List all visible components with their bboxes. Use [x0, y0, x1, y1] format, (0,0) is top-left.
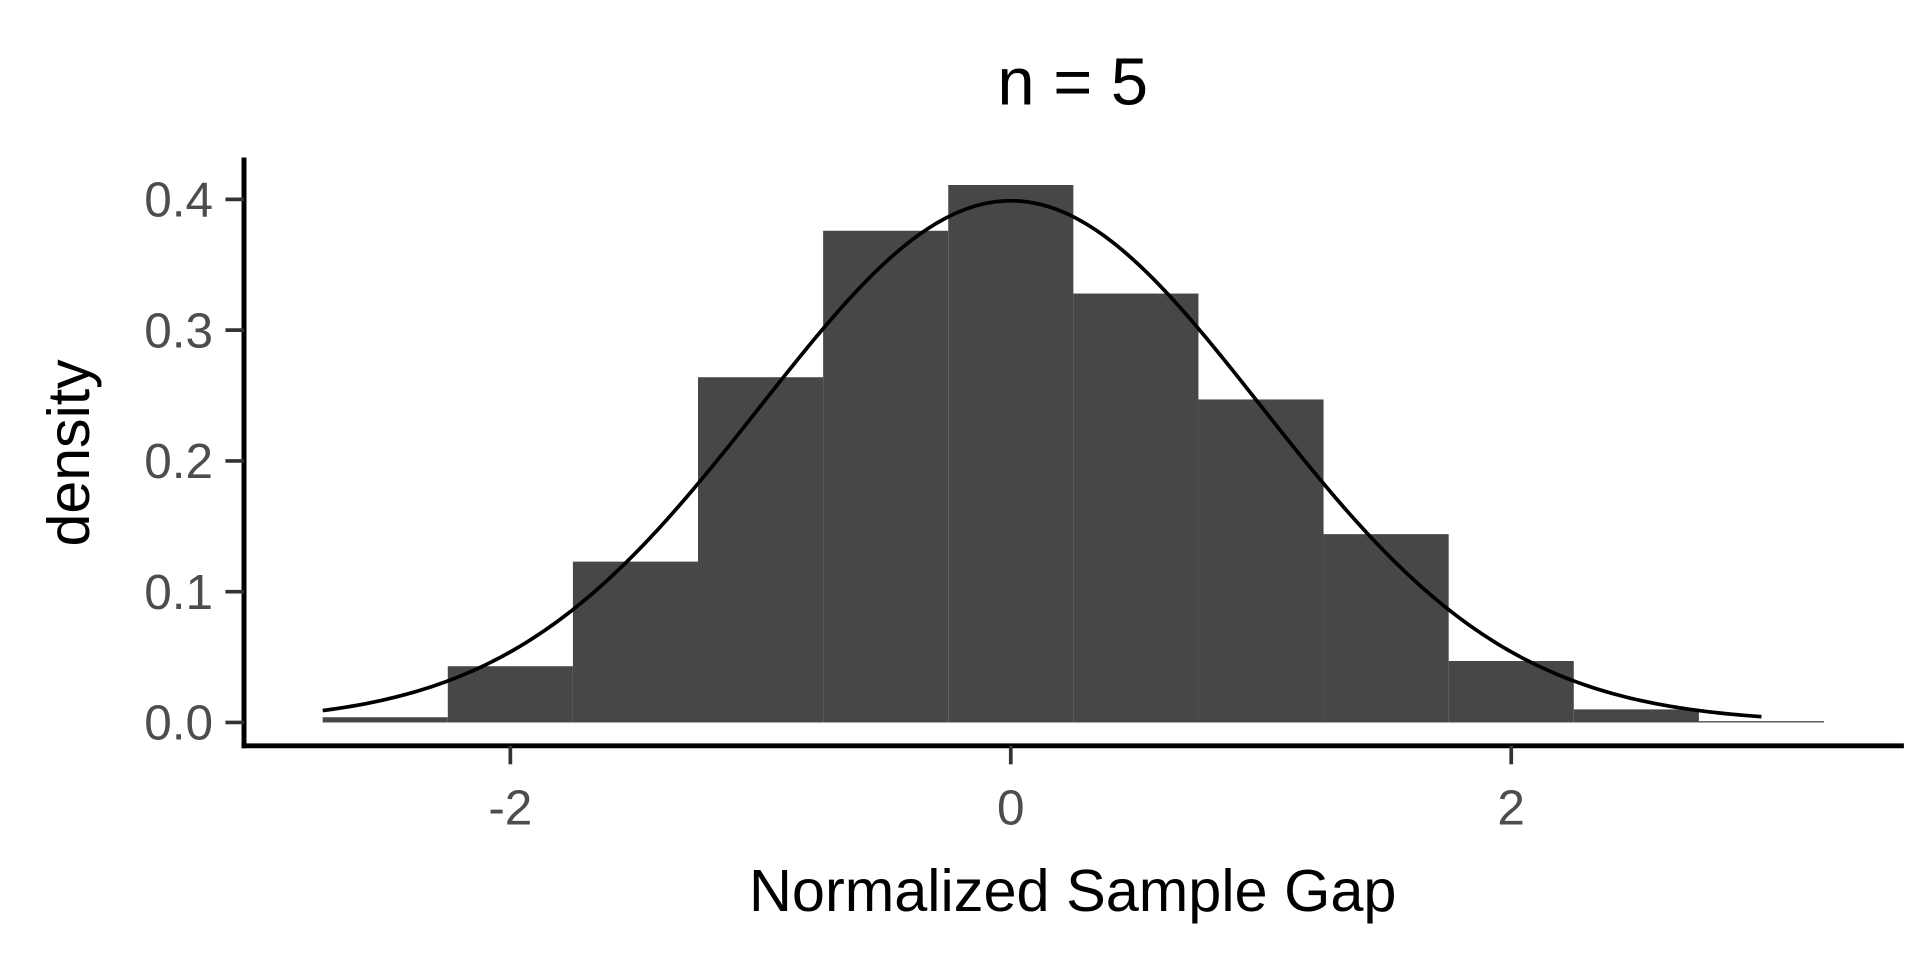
histogram-bar	[1198, 399, 1324, 723]
histogram-bar	[447, 666, 573, 723]
x-tick-label: 0	[997, 781, 1025, 836]
histogram-bar	[1323, 534, 1449, 723]
histogram-bar	[823, 230, 949, 723]
histogram-bar	[322, 717, 448, 723]
x-ticks: -2 0 2	[488, 745, 1525, 836]
normal-density-curve	[322, 198, 1762, 719]
y-tick-label: 0.1	[144, 565, 213, 620]
bars	[322, 185, 1824, 723]
chart-title: n = 5	[997, 46, 1148, 120]
histogram-bar	[1073, 293, 1199, 723]
histogram-bar	[1698, 721, 1824, 723]
histogram-bar	[1448, 661, 1574, 723]
histogram-bar	[572, 561, 699, 723]
histogram-bar	[948, 185, 1074, 723]
y-tick-label: 0.0	[144, 696, 213, 751]
x-tick-label: 2	[1497, 781, 1525, 836]
y-tick-label: 0.4	[144, 173, 213, 228]
y-ticks: 0.0 0.1 0.2 0.3 0.4	[144, 173, 245, 751]
x-tick-label: -2	[488, 781, 532, 836]
y-axis-label: density	[35, 359, 102, 547]
histogram-bar	[698, 377, 824, 723]
y-tick-label: 0.2	[144, 434, 213, 489]
histogram-bar	[1573, 709, 1699, 723]
x-axis-label: Normalized Sample Gap	[749, 857, 1397, 924]
y-tick-label: 0.3	[144, 304, 213, 359]
